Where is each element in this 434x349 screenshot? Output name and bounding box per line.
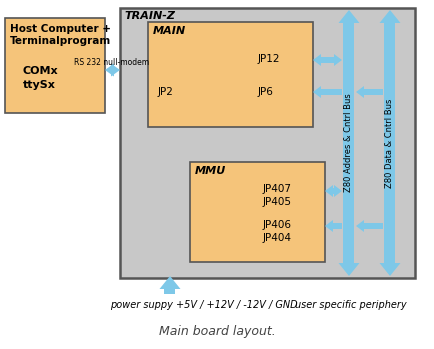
Polygon shape	[324, 185, 332, 197]
Text: Main board layout.: Main board layout.	[159, 325, 275, 338]
Bar	[332, 188, 333, 194]
Bar	[320, 89, 341, 95]
Text: JP405: JP405	[263, 197, 291, 207]
Polygon shape	[312, 86, 320, 98]
Text: JP404: JP404	[263, 233, 291, 243]
Polygon shape	[333, 54, 341, 66]
Text: power suppy +5V / +12V / -12V / GND: power suppy +5V / +12V / -12V / GND	[110, 300, 297, 310]
Text: user specific periphery: user specific periphery	[294, 300, 406, 310]
Text: TRAIN-Z: TRAIN-Z	[124, 11, 174, 21]
Bar	[363, 223, 382, 229]
Text: ttySx: ttySx	[23, 80, 56, 90]
Bar	[120, 8, 414, 278]
Text: JP406: JP406	[263, 220, 291, 230]
Polygon shape	[324, 220, 332, 232]
Text: RS 232 null-modem: RS 232 null-modem	[74, 58, 149, 67]
Text: Z80 Data & Cntrl Bus: Z80 Data & Cntrl Bus	[385, 98, 394, 188]
Text: JP407: JP407	[263, 184, 291, 194]
Polygon shape	[159, 276, 180, 289]
Bar	[343, 23, 354, 263]
Polygon shape	[312, 54, 320, 66]
Polygon shape	[378, 263, 400, 276]
Bar	[384, 23, 395, 263]
Bar	[363, 89, 382, 95]
Text: JP6: JP6	[257, 87, 273, 97]
Polygon shape	[378, 10, 400, 23]
Polygon shape	[111, 64, 120, 76]
Bar	[148, 22, 312, 127]
Text: JP12: JP12	[257, 54, 280, 64]
Polygon shape	[338, 263, 358, 276]
Text: JP2: JP2	[158, 87, 174, 97]
Bar	[332, 223, 341, 229]
Bar	[5, 18, 105, 113]
Polygon shape	[355, 220, 363, 232]
Polygon shape	[333, 185, 341, 197]
Text: MMU: MMU	[194, 166, 226, 176]
Bar	[164, 289, 175, 294]
Bar	[190, 162, 324, 262]
Bar	[111, 67, 114, 74]
Bar	[320, 57, 333, 63]
Text: Terminalprogram: Terminalprogram	[10, 36, 111, 46]
Text: Host Computer +: Host Computer +	[10, 24, 111, 34]
Polygon shape	[355, 86, 363, 98]
Text: MAIN: MAIN	[153, 26, 186, 36]
Text: COMx: COMx	[23, 66, 59, 76]
Text: Z80 Addres & Cntrl Bus: Z80 Addres & Cntrl Bus	[344, 94, 353, 192]
Polygon shape	[338, 10, 358, 23]
Polygon shape	[105, 64, 114, 76]
